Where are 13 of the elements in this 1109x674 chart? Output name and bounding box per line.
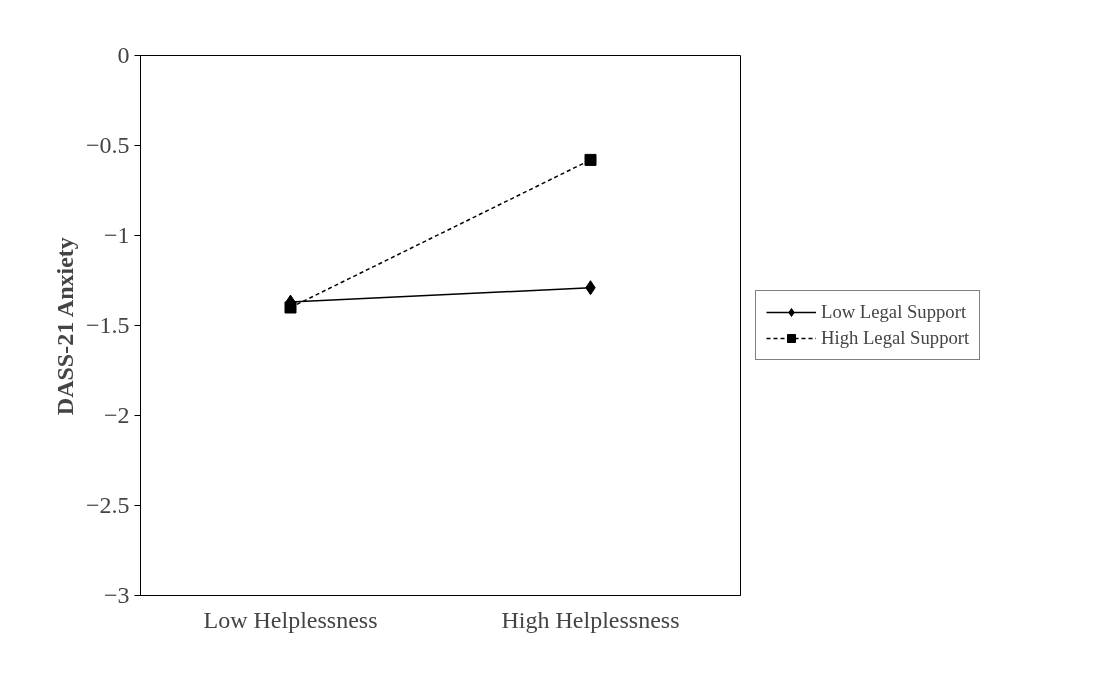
legend-label: High Legal Support <box>821 327 970 349</box>
y-tick-label: −1 <box>103 222 130 248</box>
point <box>584 153 597 166</box>
y-tick-label: −0.5 <box>85 132 130 158</box>
y-tick-label: 0 <box>117 42 130 68</box>
x-tick-label: Low Helplessness <box>203 606 378 633</box>
x-tick-label: High Helplessness <box>501 606 680 633</box>
y-tick-label: −2 <box>103 402 130 428</box>
legend-label: Low Legal Support <box>821 301 967 323</box>
y-tick-label: −3 <box>103 582 130 608</box>
y-tick-label: −1.5 <box>85 312 130 338</box>
y-axis-title: DASS-21 Anxiety <box>51 237 78 416</box>
y-tick-label: −2.5 <box>85 492 130 518</box>
